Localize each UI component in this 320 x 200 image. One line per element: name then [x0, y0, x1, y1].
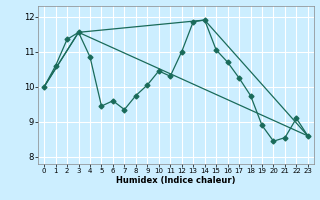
- X-axis label: Humidex (Indice chaleur): Humidex (Indice chaleur): [116, 176, 236, 185]
